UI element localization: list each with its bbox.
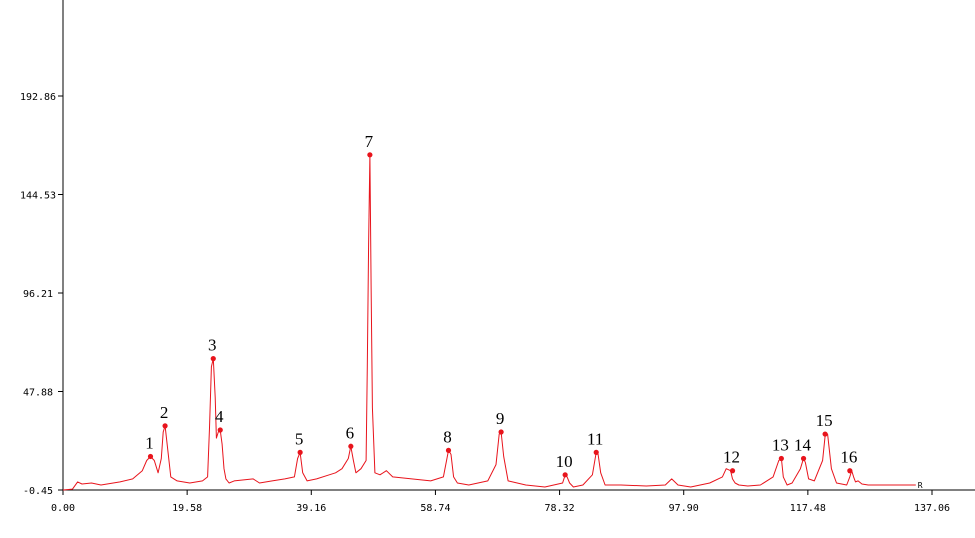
x-tick-label: 39.16 [296, 503, 326, 514]
peak-marker [498, 429, 504, 435]
x-tick-label: 58.74 [420, 503, 450, 514]
axes: 0.00 19.58 39.16 58.74 78.32 97.90 117.48 137.0… [20, 0, 975, 514]
y-tick-label: 47.88 [23, 388, 53, 399]
peak-marker [348, 443, 354, 449]
peak-marker [297, 449, 303, 455]
x-tick-label: 19.58 [172, 503, 202, 514]
peak-label: 2 [160, 403, 169, 422]
peak-marker [822, 431, 828, 437]
x-tick-label: 97.90 [669, 503, 699, 514]
chromatogram-line [62, 154, 916, 491]
peak-marker [593, 449, 599, 455]
peak-label: 7 [365, 132, 374, 151]
x-tick-label: 0.00 [51, 503, 75, 514]
peak-marker [847, 468, 853, 474]
peak-label: 12 [723, 448, 740, 467]
peak-label: 3 [208, 336, 217, 355]
peak-marker [778, 455, 784, 462]
peak-label: 9 [496, 409, 505, 428]
peak-label: 16 [840, 448, 857, 467]
peak-marker [562, 472, 568, 478]
peak-label: 4 [215, 407, 224, 426]
peak-marker [162, 423, 168, 429]
peak-marker [210, 356, 216, 362]
peak-label: 13 [772, 436, 789, 455]
peak-label: 15 [816, 411, 833, 430]
y-tick-label: -0.45 [23, 486, 53, 497]
peak-marker [217, 427, 223, 433]
x-tick-label: 78.32 [545, 503, 575, 514]
y-tick-label: 144.53 [20, 191, 56, 202]
y-tick-label: 96.21 [23, 289, 53, 300]
peak-label: 5 [295, 429, 304, 448]
peak-label: 1 [145, 433, 154, 452]
peak-label: 6 [346, 423, 355, 442]
peak-marker [367, 152, 373, 158]
peak-marker [729, 468, 736, 474]
peak-label: 11 [587, 429, 603, 448]
peak-marker [800, 455, 807, 462]
series-layer: R [62, 154, 923, 491]
peak-label: 10 [556, 452, 573, 471]
peak-label: 8 [443, 427, 452, 446]
peak-marker [445, 447, 452, 453]
peak-marker [147, 453, 154, 460]
y-tick-label: 192.86 [20, 92, 56, 103]
peak-label: 14 [794, 436, 812, 455]
x-tick-label: 117.48 [790, 503, 826, 514]
x-tick-label: 137.06 [914, 503, 950, 514]
series-end-marker: R [918, 481, 923, 490]
